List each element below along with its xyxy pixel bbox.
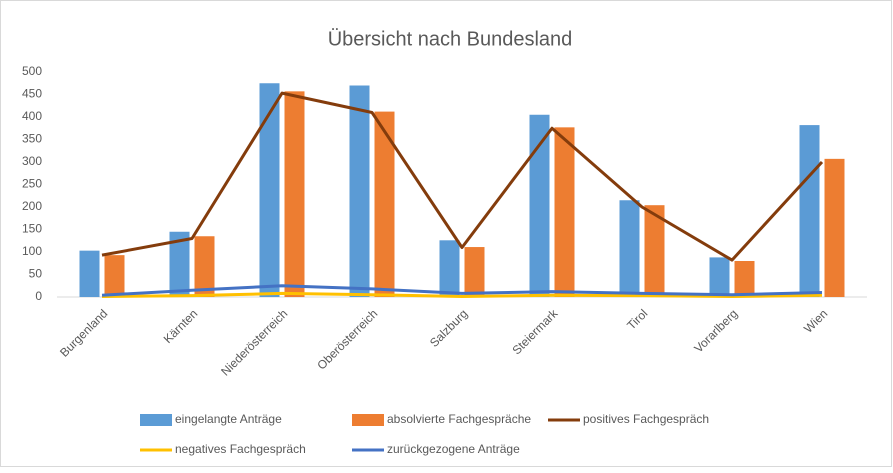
y-tick-label: 150 bbox=[22, 222, 42, 236]
bar bbox=[734, 261, 755, 297]
bar bbox=[554, 127, 575, 297]
y-tick-label: 50 bbox=[29, 267, 43, 281]
bar bbox=[374, 111, 395, 297]
y-tick-label: 200 bbox=[22, 199, 42, 213]
bar bbox=[349, 85, 370, 297]
bar bbox=[259, 83, 280, 297]
bar bbox=[529, 114, 550, 297]
bar bbox=[284, 91, 305, 297]
legend-label: positives Fachgespräch bbox=[583, 412, 709, 426]
legend-label: zurückgezogene Anträge bbox=[387, 442, 520, 456]
legend-swatch bbox=[352, 414, 384, 426]
y-tick-label: 400 bbox=[22, 109, 42, 123]
y-tick-label: 250 bbox=[22, 177, 42, 191]
line bbox=[101, 91, 824, 262]
bar bbox=[709, 257, 730, 297]
line bbox=[101, 291, 823, 299]
y-tick-label: 0 bbox=[35, 289, 42, 303]
y-tick-label: 500 bbox=[22, 64, 42, 78]
bar bbox=[464, 247, 485, 297]
y-tick-label: 300 bbox=[22, 154, 42, 168]
chart-title: Übersicht nach Bundesland bbox=[328, 28, 573, 50]
bar bbox=[79, 250, 100, 297]
bar bbox=[644, 205, 665, 297]
bar bbox=[439, 240, 460, 297]
bar bbox=[799, 125, 820, 297]
legend-swatch bbox=[140, 414, 172, 426]
legend-label: absolvierte Fachgespräche bbox=[387, 412, 531, 426]
y-tick-label: 100 bbox=[22, 244, 42, 258]
y-tick-label: 350 bbox=[22, 132, 42, 146]
bar bbox=[619, 200, 640, 297]
bar bbox=[104, 255, 125, 297]
legend-label: eingelangte Anträge bbox=[175, 412, 282, 426]
bar bbox=[194, 236, 215, 297]
bar bbox=[824, 158, 845, 297]
bar bbox=[169, 231, 190, 297]
legend-label: negatives Fachgespräch bbox=[175, 442, 306, 456]
y-tick-label: 450 bbox=[22, 87, 42, 101]
line bbox=[101, 284, 823, 297]
